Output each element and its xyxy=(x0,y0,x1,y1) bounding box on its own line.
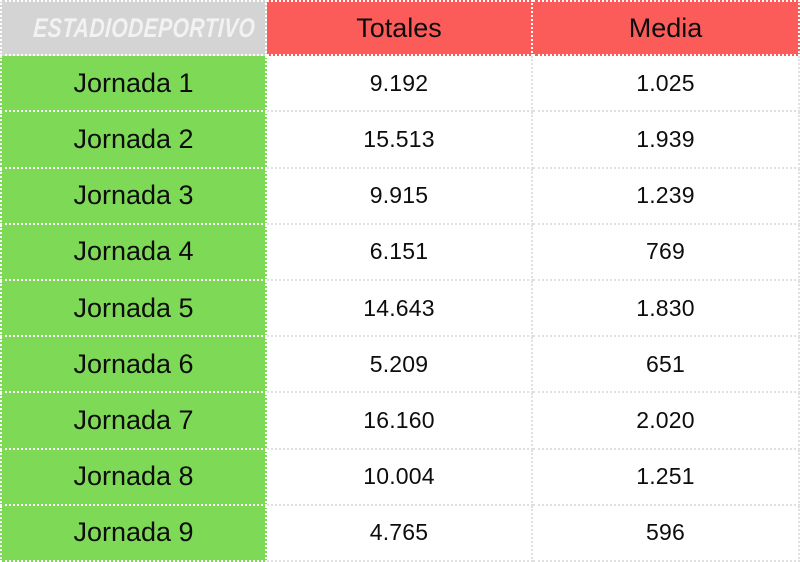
row-label-cell: Jornada 2 xyxy=(0,112,267,169)
table-row: Jornada 6 5.209 651 xyxy=(0,337,800,394)
totales-cell: 14.643 xyxy=(267,280,533,338)
media-cell: 1.239 xyxy=(533,168,800,225)
media-cell: 596 xyxy=(533,505,800,562)
table-row: Jornada 8 10.004 1.251 xyxy=(0,449,800,506)
totales-cell: 4.765 xyxy=(267,505,533,562)
totales-cell: 15.513 xyxy=(267,112,533,169)
row-label-cell: Jornada 3 xyxy=(0,168,267,225)
media-cell: 769 xyxy=(533,224,800,281)
row-label-cell: Jornada 8 xyxy=(0,449,267,506)
media-cell: 651 xyxy=(533,337,800,394)
row-label-cell: Jornada 4 xyxy=(0,224,267,281)
brand-logo-text: ESTADIODEPORTIVO xyxy=(32,12,257,43)
totales-cell: 16.160 xyxy=(267,393,533,450)
table-row: Jornada 1 9.192 1.025 xyxy=(0,56,800,113)
row-label-cell: Jornada 6 xyxy=(0,337,267,394)
totales-cell: 10.004 xyxy=(267,449,533,506)
column-header-totales: Totales xyxy=(267,0,533,57)
header-row: ESTADIODEPORTIVO Totales Media xyxy=(0,0,800,57)
totales-cell: 5.209 xyxy=(267,337,533,394)
totales-cell: 9.192 xyxy=(267,56,533,113)
totales-cell: 9.915 xyxy=(267,168,533,225)
media-cell: 1.251 xyxy=(533,449,800,506)
row-label-cell: Jornada 1 xyxy=(0,56,267,113)
row-label-cell: Jornada 7 xyxy=(0,393,267,450)
table-row: Jornada 3 9.915 1.239 xyxy=(0,168,800,225)
media-cell: 1.939 xyxy=(533,112,800,169)
table-row: Jornada 7 16.160 2.020 xyxy=(0,393,800,450)
table-row: Jornada 2 15.513 1.939 xyxy=(0,112,800,169)
table-row: Jornada 5 14.643 1.830 xyxy=(0,280,800,338)
media-cell: 1.025 xyxy=(533,56,800,113)
totales-cell: 6.151 xyxy=(267,224,533,281)
column-header-media: Media xyxy=(533,0,800,57)
brand-logo: ESTADIODEPORTIVO xyxy=(0,0,267,57)
table-row: Jornada 9 4.765 596 xyxy=(0,505,800,562)
media-cell: 1.830 xyxy=(533,280,800,338)
row-label-cell: Jornada 9 xyxy=(0,505,267,562)
media-cell: 2.020 xyxy=(533,393,800,450)
table-row: Jornada 4 6.151 769 xyxy=(0,224,800,281)
row-label-cell: Jornada 5 xyxy=(0,280,267,338)
